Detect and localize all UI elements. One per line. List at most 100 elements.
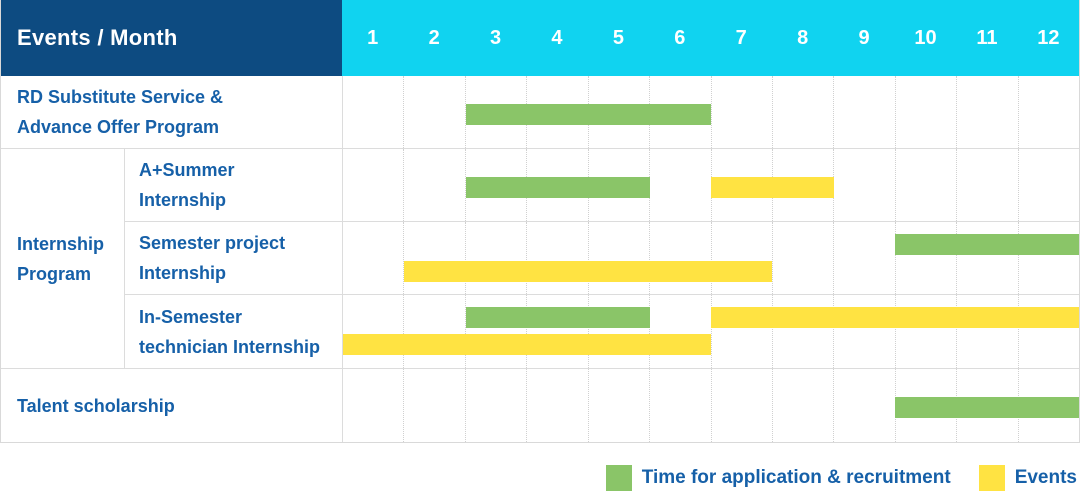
legend: Time for application & recruitment Event… <box>0 465 1080 491</box>
month-header-cell: 1 <box>367 26 379 49</box>
month-grid-cell <box>464 76 526 148</box>
month-grid-cell <box>956 149 1017 221</box>
legend-label-events: Events <box>1014 467 1077 488</box>
row-label-a-plus-summer: A+Summer Internship <box>139 160 235 210</box>
month-grid-cell <box>1017 295 1079 368</box>
row-label-talent-scholarship: Talent scholarship <box>17 395 175 416</box>
table-row-rd-substitute: RD Substitute Service & Advance Offer Pr… <box>1 76 1079 149</box>
month-grid-cell <box>1017 149 1079 221</box>
month-grid-cell <box>343 222 403 294</box>
month-header-cell: 11 <box>976 26 998 49</box>
legend-swatch-green <box>605 465 632 491</box>
month-grid-cell <box>464 222 526 294</box>
gantt-lane-a-plus-summer <box>342 149 1079 221</box>
gantt-lane-semester-project <box>342 222 1079 294</box>
table-header: Events / Month 1 2 3 4 5 6 7 8 9 10 11 12 <box>1 0 1079 76</box>
gantt-bar-application <box>895 234 1079 255</box>
month-grid-cell <box>464 295 526 368</box>
gantt-bar-event <box>711 177 834 198</box>
month-grid-cell <box>894 76 956 148</box>
month-grid-cell <box>403 369 464 442</box>
month-header-cell: 6 <box>674 26 686 49</box>
row-label-semester-project: Semester project Internship <box>139 233 286 283</box>
legend-label-application: Time for application & recruitment <box>641 467 951 488</box>
month-grid-cell <box>833 149 894 221</box>
month-header-cell: 2 <box>428 26 440 49</box>
month-grid-cell <box>894 222 956 294</box>
month-grid-cell <box>894 149 956 221</box>
month-grid-cell <box>649 369 710 442</box>
gantt-bar-application <box>465 177 650 198</box>
gantt-bar-event <box>711 307 1079 328</box>
month-grid-cell <box>464 149 526 221</box>
gantt-bar-event <box>343 334 711 355</box>
gantt-lane-talent-scholarship <box>342 369 1079 442</box>
month-header-cell: 8 <box>797 26 809 49</box>
month-grid-cell <box>343 369 403 442</box>
month-grid-cell <box>403 149 464 221</box>
month-grid-cell <box>710 222 772 294</box>
month-grid-cell <box>833 76 894 148</box>
month-grid-cell <box>956 295 1017 368</box>
month-grid-cell <box>894 295 956 368</box>
month-grid-cell <box>771 295 833 368</box>
table-row-semester-project: Semester project Internship <box>125 222 1079 295</box>
month-grid-cell <box>464 369 526 442</box>
month-grid-cell <box>710 295 772 368</box>
gantt-bar-application <box>895 397 1079 418</box>
month-header-cell: 4 <box>551 26 563 49</box>
month-grid-cell <box>403 222 464 294</box>
table-row-a-plus-summer: A+Summer Internship <box>125 149 1079 222</box>
month-grid-cell <box>649 295 710 368</box>
month-grid-cell <box>649 222 710 294</box>
month-grid-cell <box>833 222 894 294</box>
internship-subrows: A+Summer Internship Semester project Int… <box>125 149 1079 368</box>
gantt-lane-rd-substitute <box>342 76 1079 148</box>
gantt-lane-in-semester <box>342 295 1079 368</box>
month-grid-cell <box>771 369 833 442</box>
month-grid-cell <box>526 295 587 368</box>
row-label-in-semester: In-Semester technician Internship <box>139 306 321 357</box>
month-grid-cell <box>587 369 649 442</box>
month-grid-cell <box>833 295 894 368</box>
month-grid-cell <box>343 149 403 221</box>
month-grid-cell <box>526 369 587 442</box>
table-row-talent-scholarship: Talent scholarship <box>1 369 1079 442</box>
month-grid-cell <box>649 149 710 221</box>
month-grid-cell <box>1017 222 1079 294</box>
table-group-internship-program: Internship Program A+Summer Internship S… <box>1 149 1079 369</box>
header-title: Events / Month <box>1 0 342 76</box>
month-grid-cell <box>710 76 772 148</box>
month-grid-cell <box>956 76 1017 148</box>
month-header-row: 1 2 3 4 5 6 7 8 9 10 11 12 <box>342 0 1079 76</box>
group-label-internship-program: Internship Program <box>1 149 125 368</box>
month-grid-cell <box>403 76 464 148</box>
row-label-rd-substitute: RD Substitute Service & Advance Offer Pr… <box>17 87 224 137</box>
month-grid-cell <box>956 222 1017 294</box>
month-grid-cell <box>587 222 649 294</box>
month-grid-cell <box>343 295 403 368</box>
month-header-cell: 10 <box>914 26 937 49</box>
month-grid-cell <box>771 76 833 148</box>
gantt-bar-application <box>465 307 650 328</box>
month-header-cell: 7 <box>735 26 747 49</box>
gantt-bar-event <box>404 261 773 282</box>
month-grid-cell <box>587 295 649 368</box>
month-header-cell: 5 <box>612 26 624 49</box>
month-header-cell: 3 <box>489 26 502 49</box>
gantt-bar-application <box>465 104 711 125</box>
month-header-cell: 12 <box>1037 26 1060 49</box>
events-month-gantt-table: Events / Month 1 2 3 4 5 6 7 8 9 10 11 12 RD Substi… <box>0 0 1080 443</box>
legend-swatch-yellow <box>978 465 1005 491</box>
month-grid-cell <box>771 222 833 294</box>
month-grid-cell <box>403 295 464 368</box>
month-grid-cell <box>710 369 772 442</box>
month-grid-cell <box>833 369 894 442</box>
month-header-cell: 9 <box>858 26 870 49</box>
month-grid-cell <box>343 76 403 148</box>
table-row-in-semester: In-Semester technician Internship <box>125 295 1079 368</box>
legend-item-events: Events <box>978 465 1077 491</box>
month-grid-cell <box>1017 76 1079 148</box>
month-grid-cell <box>526 222 587 294</box>
legend-item-application: Time for application & recruitment <box>605 465 951 491</box>
